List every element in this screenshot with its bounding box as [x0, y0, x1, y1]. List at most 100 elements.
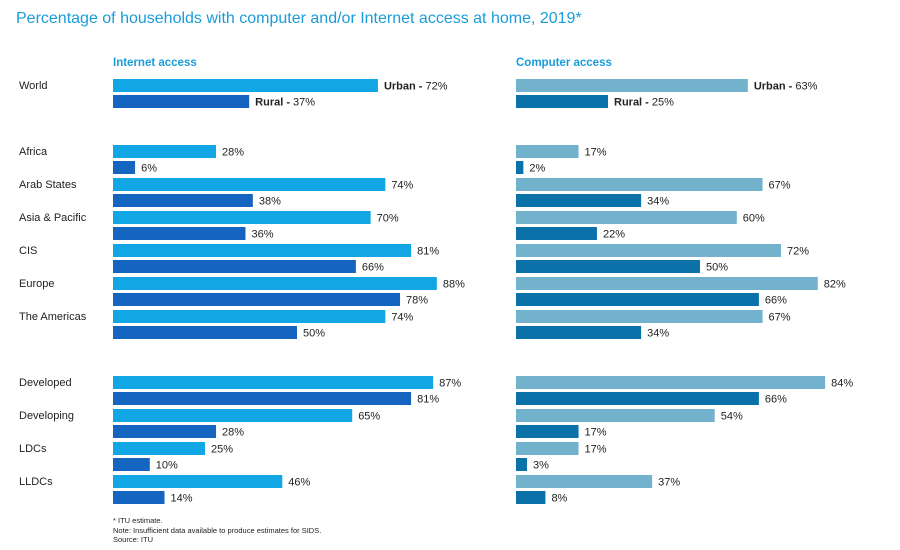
category-label-arab-states: Arab States — [19, 179, 77, 191]
bar-internet-urban-arab-states — [113, 178, 386, 191]
value-label-internet-urban-africa: 28% — [222, 147, 244, 159]
bar-internet-rural-developing — [113, 425, 217, 438]
value-label-internet-rural-world: Rural - 37% — [255, 97, 315, 109]
value-label-internet-rural-developed: 81% — [417, 394, 439, 406]
value-label-internet-urban-asia-and-pacific: 70% — [377, 213, 399, 225]
bar-internet-rural-ldcs — [113, 458, 150, 471]
bar-computer-rural-arab-states — [516, 194, 642, 207]
category-label-developing: Developing — [19, 410, 74, 422]
value-label-internet-rural-the-americas: 50% — [303, 328, 325, 340]
category-label-cis: CIS — [19, 245, 37, 257]
category-label-asia-and-pacific: Asia & Pacific — [19, 212, 87, 224]
bar-internet-rural-the-americas — [113, 326, 297, 339]
bar-computer-rural-developed — [516, 392, 759, 405]
value-label-internet-rural-africa: 6% — [141, 163, 157, 175]
bar-computer-rural-developing — [516, 425, 579, 438]
category-label-the-americas: The Americas — [19, 311, 87, 323]
value-label-internet-urban-the-americas: 74% — [391, 312, 413, 324]
value-label-computer-urban-world: Urban - 63% — [754, 81, 818, 93]
bar-computer-urban-developed — [516, 376, 826, 389]
bar-computer-urban-ldcs — [516, 442, 579, 455]
value-label-computer-rural-cis: 50% — [706, 262, 728, 274]
category-label-europe: Europe — [19, 278, 54, 290]
value-label-computer-rural-africa: 2% — [529, 163, 545, 175]
bar-computer-rural-the-americas — [516, 326, 642, 339]
value-label-computer-urban-developed: 84% — [831, 378, 853, 390]
bar-computer-rural-africa — [516, 161, 524, 174]
value-label-internet-rural-arab-states: 38% — [259, 196, 281, 208]
value-label-internet-rural-ldcs: 10% — [156, 460, 178, 472]
bar-internet-urban-the-americas — [113, 310, 386, 323]
value-label-internet-rural-lldcs: 14% — [171, 493, 193, 505]
value-label-computer-rural-lldcs: 8% — [551, 493, 567, 505]
bar-internet-urban-asia-and-pacific — [113, 211, 371, 224]
bar-computer-urban-lldcs — [516, 475, 653, 488]
value-label-computer-rural-world: Rural - 25% — [614, 97, 674, 109]
category-label-lldcs: LLDCs — [19, 476, 53, 488]
bar-internet-rural-europe — [113, 293, 401, 306]
chart-notes: * ITU estimate. Note: Insufficient data … — [113, 516, 321, 545]
panel-title-computer: Computer access — [516, 57, 612, 69]
value-label-computer-urban-africa: 17% — [585, 147, 607, 159]
bar-computer-rural-lldcs — [516, 491, 546, 504]
bar-internet-rural-cis — [113, 260, 356, 273]
value-label-internet-urban-developed: 87% — [439, 378, 461, 390]
value-label-computer-urban-europe: 82% — [824, 279, 846, 291]
value-label-computer-rural-ldcs: 3% — [533, 460, 549, 472]
value-label-internet-rural-cis: 66% — [362, 262, 384, 274]
bar-internet-urban-cis — [113, 244, 412, 257]
value-label-computer-rural-arab-states: 34% — [647, 196, 669, 208]
value-label-internet-urban-ldcs: 25% — [211, 444, 233, 456]
bar-computer-urban-the-americas — [516, 310, 763, 323]
value-label-computer-rural-asia-and-pacific: 22% — [603, 229, 625, 241]
category-label-ldcs: LDCs — [19, 443, 47, 455]
bar-internet-urban-developing — [113, 409, 353, 422]
bar-internet-rural-lldcs — [113, 491, 165, 504]
bar-computer-urban-arab-states — [516, 178, 763, 191]
category-label-world: World — [19, 80, 48, 92]
value-label-computer-urban-lldcs: 37% — [658, 477, 680, 489]
value-label-internet-urban-europe: 88% — [443, 279, 465, 291]
value-label-internet-urban-arab-states: 74% — [391, 180, 413, 192]
value-label-internet-rural-europe: 78% — [406, 295, 428, 307]
bar-computer-rural-world — [516, 95, 608, 108]
value-label-internet-urban-lldcs: 46% — [288, 477, 310, 489]
note-estimate: * ITU estimate. — [113, 516, 163, 525]
bar-computer-rural-europe — [516, 293, 759, 306]
bar-computer-rural-cis — [516, 260, 700, 273]
value-label-internet-urban-developing: 65% — [358, 411, 380, 423]
value-label-internet-urban-world: Urban - 72% — [384, 81, 448, 93]
value-label-computer-rural-developed: 66% — [765, 394, 787, 406]
value-label-computer-urban-developing: 54% — [721, 411, 743, 423]
bar-computer-urban-asia-and-pacific — [516, 211, 737, 224]
panel-title-internet: Internet access — [113, 57, 197, 69]
bar-computer-urban-developing — [516, 409, 715, 422]
bar-internet-rural-africa — [113, 161, 136, 174]
bar-computer-urban-africa — [516, 145, 579, 158]
value-label-computer-rural-europe: 66% — [765, 295, 787, 307]
bar-internet-urban-ldcs — [113, 442, 205, 455]
value-label-internet-urban-cis: 81% — [417, 246, 439, 258]
bar-internet-rural-asia-and-pacific — [113, 227, 246, 240]
value-label-internet-rural-developing: 28% — [222, 427, 244, 439]
bar-internet-rural-developed — [113, 392, 412, 405]
bar-internet-urban-world — [113, 79, 378, 92]
note-source: Source: ITU — [113, 535, 154, 544]
bar-internet-urban-africa — [113, 145, 217, 158]
chart-title: Percentage of households with computer a… — [16, 10, 582, 27]
bar-internet-urban-europe — [113, 277, 437, 290]
value-label-computer-urban-cis: 72% — [787, 246, 809, 258]
bar-computer-urban-world — [516, 79, 748, 92]
bar-computer-rural-ldcs — [516, 458, 528, 471]
value-label-computer-urban-the-americas: 67% — [769, 312, 791, 324]
value-label-computer-urban-asia-and-pacific: 60% — [743, 213, 765, 225]
bar-internet-rural-world — [113, 95, 250, 108]
bar-internet-urban-developed — [113, 376, 434, 389]
category-label-developed: Developed — [19, 377, 72, 389]
category-label-africa: Africa — [19, 146, 48, 158]
value-label-computer-rural-developing: 17% — [585, 427, 607, 439]
bar-computer-rural-asia-and-pacific — [516, 227, 597, 240]
value-label-computer-urban-arab-states: 67% — [769, 180, 791, 192]
bar-internet-urban-lldcs — [113, 475, 283, 488]
